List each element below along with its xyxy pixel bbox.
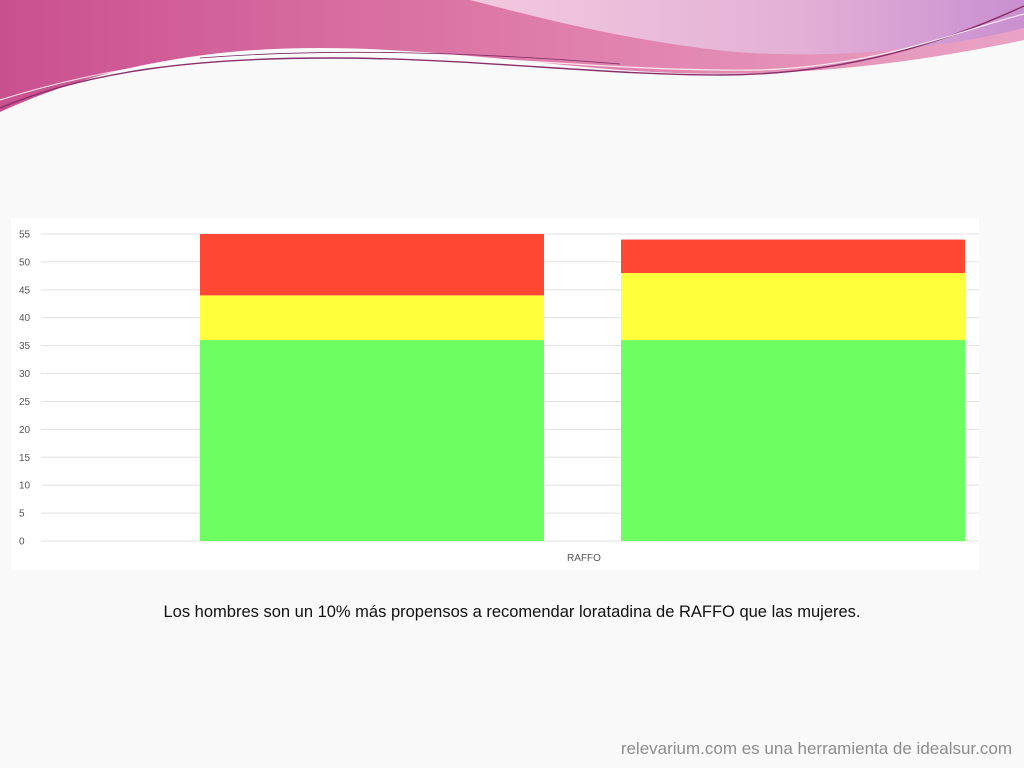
y-tick-label: 40 (19, 313, 31, 324)
y-tick-label: 0 (19, 537, 25, 548)
stacked-bar-chart: 0 5 10 15 20 25 30 35 40 45 50 55 RAFFO (19, 230, 979, 564)
y-tick-label: 15 (19, 453, 31, 464)
bar-segment (621, 273, 965, 341)
bar-segment (200, 340, 544, 541)
y-tick-label: 10 (19, 481, 31, 492)
bar-segment (621, 340, 965, 541)
chart-caption: Los hombres son un 10% más propensos a r… (163, 603, 861, 621)
bar-segment (200, 295, 544, 341)
chart-panel: 0 5 10 15 20 25 30 35 40 45 50 55 RAFFO (11, 218, 979, 570)
y-tick-label: 50 (19, 257, 31, 268)
footer-credit: relevarium.com es una herramienta de ide… (620, 739, 1012, 758)
y-tick-label: 55 (19, 230, 31, 241)
y-tick-label: 30 (19, 369, 31, 380)
y-tick-label: 35 (19, 341, 31, 352)
bar-segment (621, 239, 965, 274)
y-tick-label: 5 (19, 509, 25, 520)
y-tick-label: 25 (19, 397, 31, 408)
decorative-header-wave (0, 0, 1024, 112)
y-tick-label: 20 (19, 425, 31, 436)
y-tick-label: 45 (19, 285, 31, 296)
x-category-label: RAFFO (567, 553, 601, 564)
bar-segment (200, 234, 544, 296)
